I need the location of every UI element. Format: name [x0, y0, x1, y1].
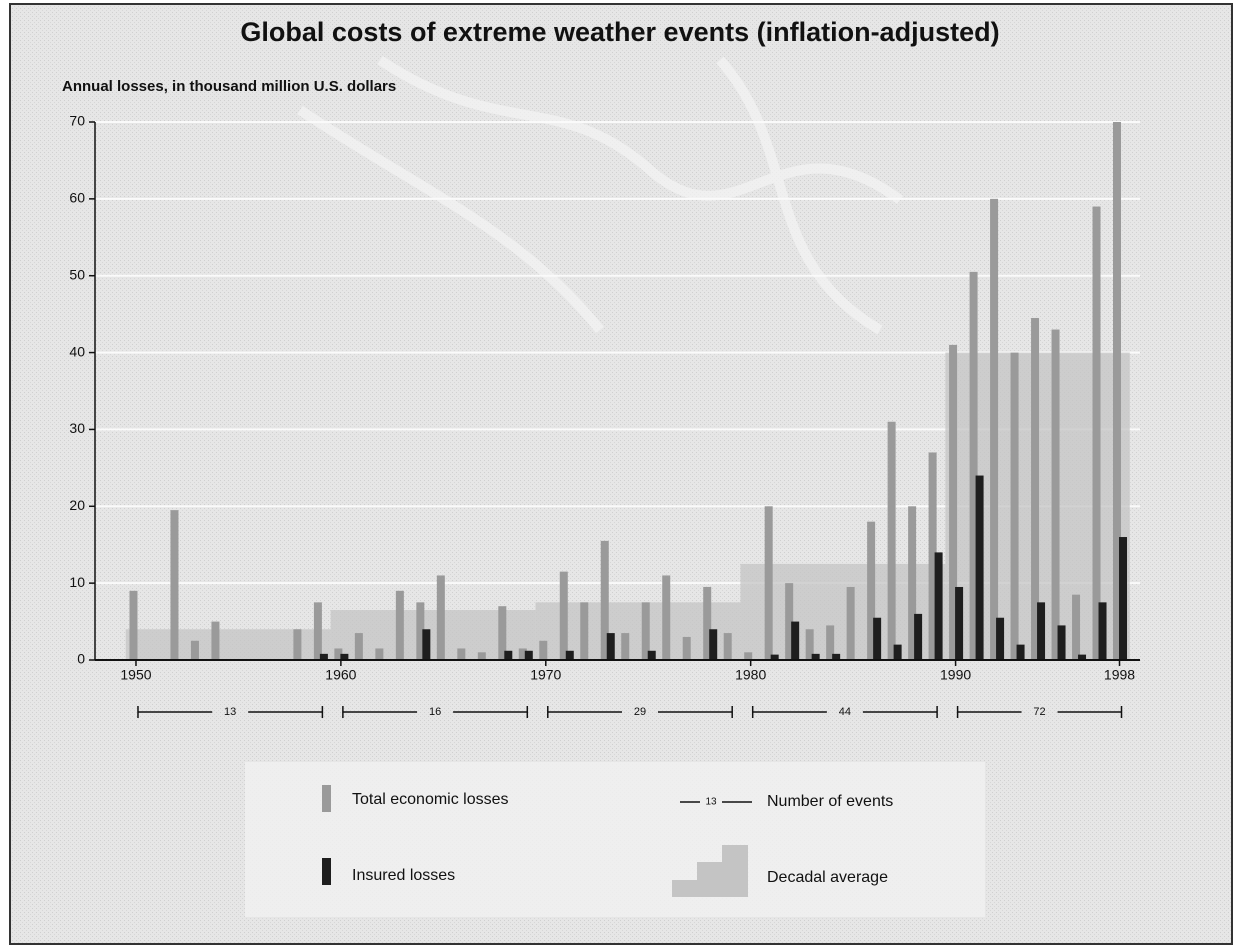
insured-loss-bar — [1119, 537, 1127, 660]
event-count: 13 — [224, 706, 236, 718]
legend-swatch — [322, 858, 331, 885]
total-loss-bar — [1011, 353, 1019, 660]
total-loss-bar — [744, 652, 752, 660]
x-tick-label: 1970 — [530, 667, 561, 683]
legend-box — [245, 762, 985, 917]
legend-label: Total economic losses — [352, 791, 509, 808]
insured-loss-bar — [566, 651, 574, 660]
y-tick-label: 0 — [77, 651, 85, 667]
page: {"chart_data": { "type": "bar", "title":… — [0, 0, 1239, 949]
x-tick-label: 1980 — [735, 667, 766, 683]
insured-loss-bar — [648, 651, 656, 660]
total-loss-bar — [847, 587, 855, 660]
x-tick-label: 1960 — [325, 667, 356, 683]
total-loss-bar — [191, 641, 199, 660]
legend-label: Number of events — [767, 793, 893, 810]
total-loss-bar — [662, 575, 670, 660]
insured-loss-bar — [894, 645, 902, 660]
insured-loss-bar — [873, 618, 881, 660]
insured-loss-bar — [996, 618, 1004, 660]
total-loss-bar — [437, 575, 445, 660]
insured-loss-bar — [955, 587, 963, 660]
insured-loss-bar — [791, 622, 799, 660]
total-loss-bar — [129, 591, 137, 660]
total-loss-bar — [355, 633, 363, 660]
x-tick-label: 1990 — [940, 667, 971, 683]
y-tick-label: 60 — [69, 190, 85, 206]
total-loss-bar — [457, 648, 465, 660]
total-loss-bar — [396, 591, 404, 660]
insured-loss-bar — [504, 651, 512, 660]
event-count: 44 — [839, 706, 851, 718]
insured-loss-bar — [935, 552, 943, 660]
insured-loss-bar — [1037, 602, 1045, 660]
chart-title: Global costs of extreme weather events (… — [240, 17, 999, 47]
insured-loss-bar — [1058, 625, 1066, 660]
insured-loss-bar — [1099, 602, 1107, 660]
legend-label: Insured losses — [352, 867, 455, 884]
total-loss-bar — [621, 633, 629, 660]
y-tick-label: 10 — [69, 574, 85, 590]
chart: Global costs of extreme weather events (… — [0, 0, 1239, 949]
total-loss-bar — [724, 633, 732, 660]
total-loss-bar — [990, 199, 998, 660]
y-tick-label: 50 — [69, 266, 85, 282]
legend-sample: 13 — [705, 797, 717, 808]
insured-loss-bar — [525, 651, 533, 660]
event-count: 72 — [1033, 706, 1045, 718]
total-loss-bar — [683, 637, 691, 660]
total-loss-bar — [1093, 207, 1101, 660]
total-loss-bar — [293, 629, 301, 660]
total-loss-bar — [375, 648, 383, 660]
insured-loss-bar — [607, 633, 615, 660]
total-loss-bar — [478, 652, 486, 660]
total-loss-bar — [539, 641, 547, 660]
event-count: 29 — [634, 706, 646, 718]
x-tick-label: 1998 — [1104, 667, 1135, 683]
x-tick-label: 1950 — [120, 667, 151, 683]
total-loss-bar — [888, 422, 896, 660]
total-loss-bar — [580, 602, 588, 660]
legend-swatch — [322, 785, 331, 812]
total-loss-bar — [1072, 595, 1080, 660]
total-loss-bar — [765, 506, 773, 660]
y-tick-label: 20 — [69, 497, 85, 513]
total-loss-bar — [211, 622, 219, 660]
y-tick-label: 30 — [69, 420, 85, 436]
insured-loss-bar — [422, 629, 430, 660]
total-loss-bar — [314, 602, 322, 660]
total-loss-bar — [1052, 330, 1060, 660]
total-loss-bar — [170, 510, 178, 660]
y-tick-label: 70 — [69, 113, 85, 129]
insured-loss-bar — [709, 629, 717, 660]
event-count: 16 — [429, 706, 441, 718]
insured-loss-bar — [914, 614, 922, 660]
total-loss-bar — [560, 572, 568, 660]
insured-loss-bar — [1017, 645, 1025, 660]
insured-loss-bar — [976, 476, 984, 660]
y-axis-label: Annual losses, in thousand million U.S. … — [62, 78, 396, 95]
y-tick-label: 40 — [69, 343, 85, 359]
legend-label: Decadal average — [767, 869, 888, 886]
